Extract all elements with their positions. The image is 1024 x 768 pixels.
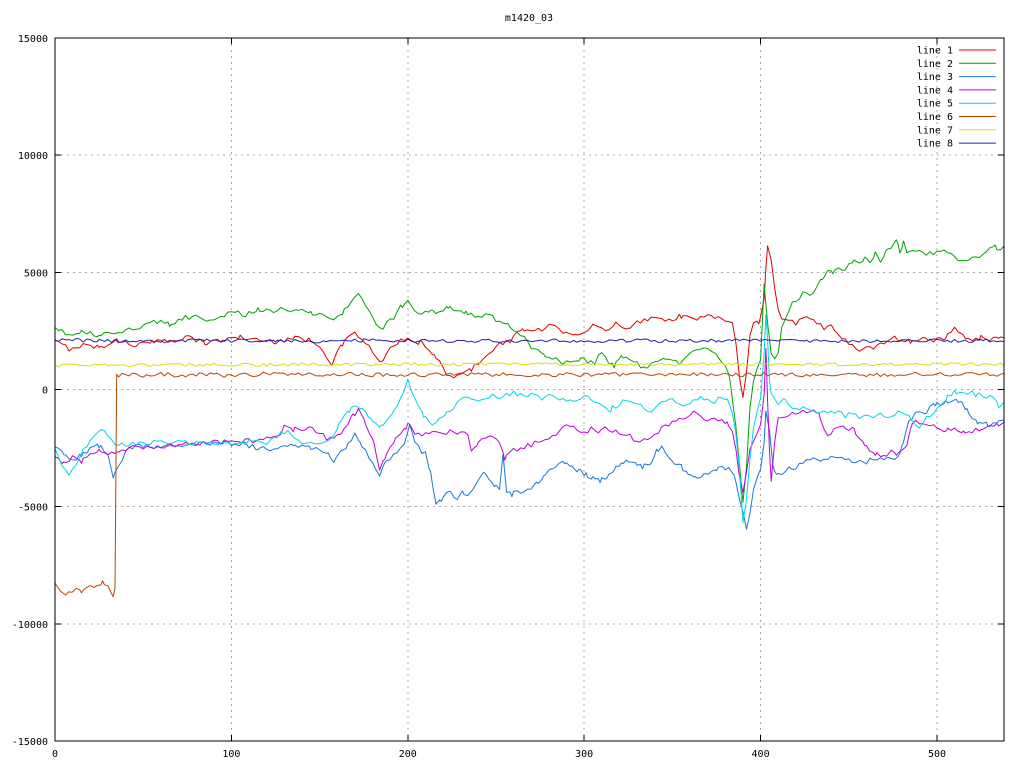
x-tick-label: 500 [928, 749, 946, 760]
grid-layer [55, 38, 1004, 741]
x-tick-label: 100 [222, 749, 240, 760]
legend-label: line 5 [917, 99, 953, 110]
series-layer [54, 239, 1005, 598]
series-line-1 [54, 245, 1005, 398]
y-tick-label: 5000 [24, 268, 48, 279]
series-line-5 [54, 314, 1005, 524]
y-tick-label: -5000 [18, 503, 48, 514]
chart-title: m1420_03 [505, 13, 553, 24]
x-tick-label: 0 [52, 749, 58, 760]
series-line-8 [54, 338, 1005, 344]
series-line-2 [54, 239, 1005, 503]
series-line-4 [54, 347, 1005, 493]
legend-label: line 4 [917, 85, 953, 96]
y-tick-label: 10000 [18, 151, 48, 162]
x-tick-label: 300 [575, 749, 593, 760]
legend-label: line 8 [917, 139, 953, 150]
y-tick-label: -10000 [12, 620, 48, 631]
y-tick-label: 15000 [18, 34, 48, 45]
legend-label: line 7 [917, 125, 953, 136]
series-line-6 [54, 371, 1005, 598]
tick-label-layer: 0 100 200 300 400 500 -15000 -10000 -5000 0 5000 10… [12, 34, 946, 760]
legend-label: line 3 [917, 72, 953, 83]
y-tick-label: -15000 [12, 737, 48, 748]
legend-label: line 6 [917, 112, 953, 123]
axis-layer [54, 37, 1005, 742]
legend-label: line 2 [917, 59, 953, 70]
series-line-3 [54, 399, 1005, 530]
legend-label: line 1 [917, 46, 953, 57]
legend: line 1 line 2 line 3 line 4 line 5 line 6 line… [917, 46, 996, 150]
x-tick-label: 200 [399, 749, 417, 760]
y-tick-label: 0 [42, 386, 48, 397]
x-tick-label: 400 [752, 749, 770, 760]
series-line-7 [54, 362, 1005, 368]
